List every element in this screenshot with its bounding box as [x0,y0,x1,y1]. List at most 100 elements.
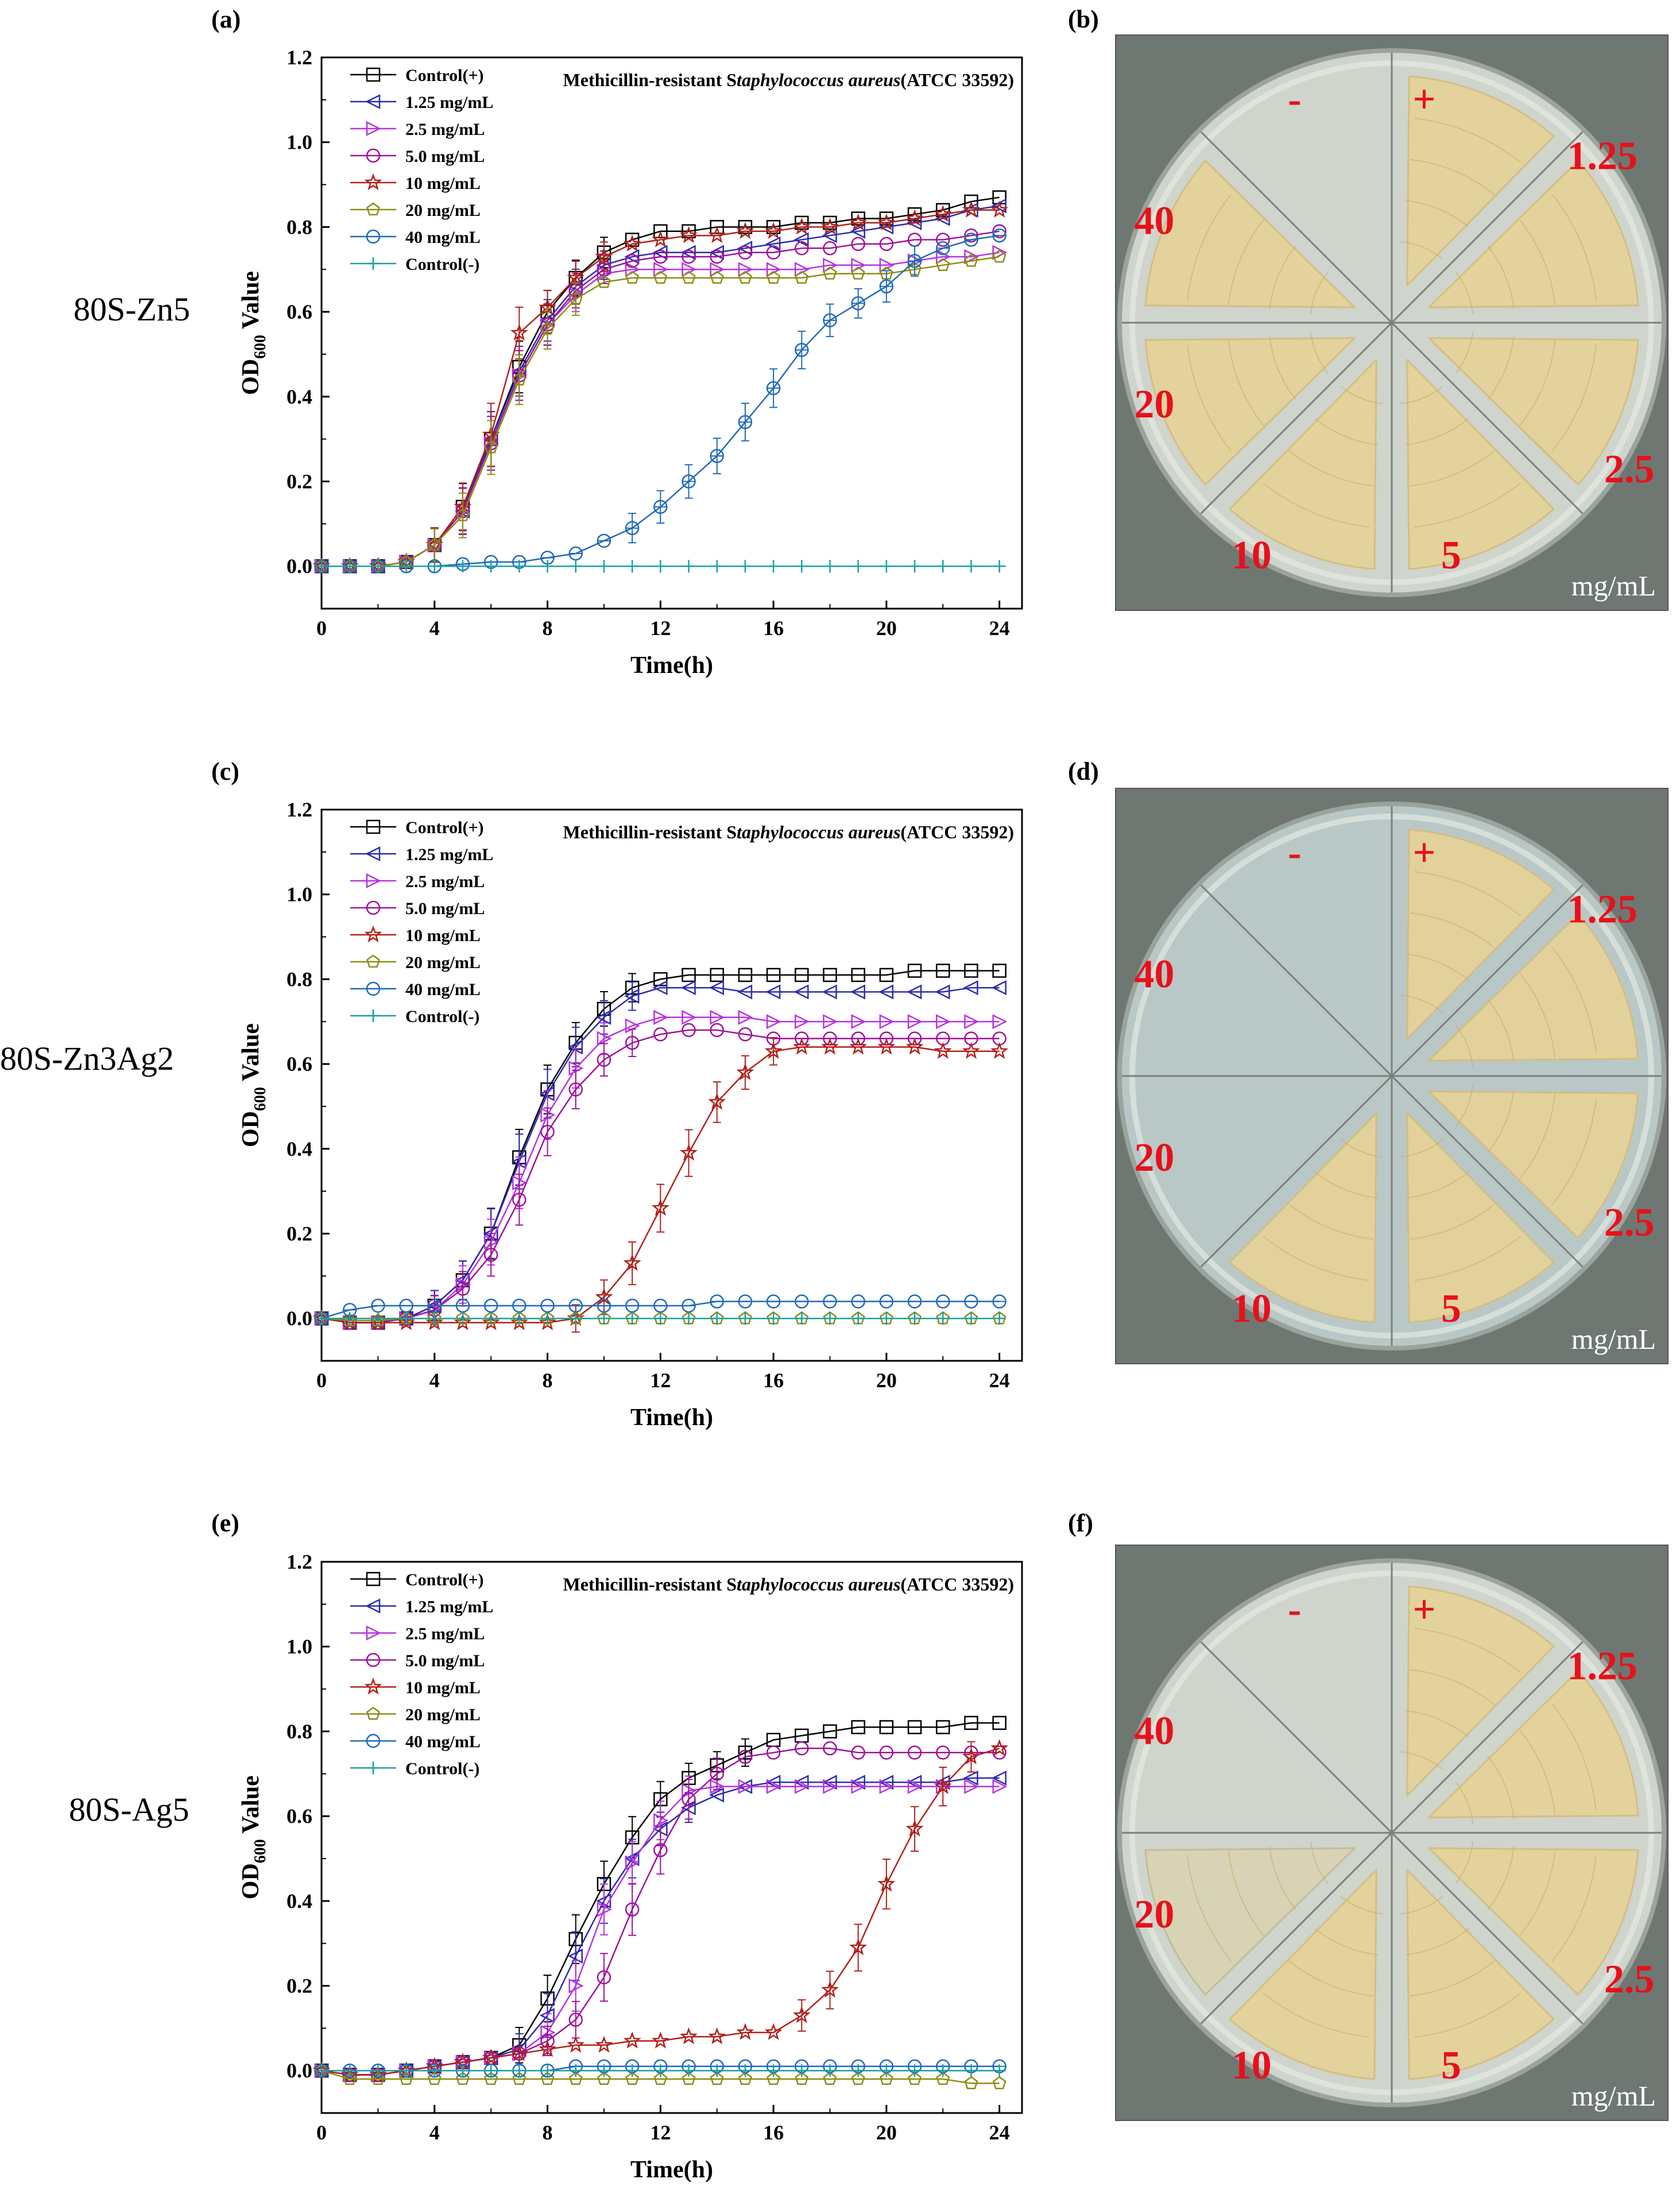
data-point [512,1298,527,1313]
x-tick-label: 16 [763,617,784,640]
data-point [907,1774,922,1790]
data-point [625,1902,640,1917]
x-axis-label: Time(h) [630,652,713,678]
plate-sector-label: 5 [1441,2044,1461,2088]
data-point [823,560,837,573]
data-point [990,200,1009,218]
data-point [343,2072,357,2085]
data-point [513,560,526,573]
legend-entry: 40 mg/mL [405,1732,481,1751]
data-point [568,1978,584,1994]
series-1-25-mg-ml [313,980,1007,1330]
legend-marker [364,173,382,191]
data-point [851,237,865,251]
data-point [399,1298,413,1313]
data-point [596,1009,611,1025]
growth-chart-zn5-svg: 0 4 8 12 16 20 24 0.0 0.2 0.4 0.6 0.8 1.0 1.2 Time(h) O… [238,46,1023,679]
data-point [992,2076,1007,2089]
colony-wrinkle [1414,118,1521,163]
colony-wrinkle [1455,1085,1474,1128]
data-point [710,2064,723,2077]
data-point [738,1746,753,1760]
series-40-mg-ml [314,228,1007,574]
colony-streak [1144,1847,1356,1996]
data-point [315,2064,328,2077]
data-point [936,1014,951,1030]
data-point [766,1746,781,1760]
data-point [371,1298,385,1313]
data-point [708,1093,726,1110]
data-point [597,2064,610,2077]
legend-entry: Control(+) [405,818,484,837]
data-point [821,218,839,235]
data-point [625,521,640,535]
data-point [964,233,978,247]
data-point [738,1027,753,1042]
colony-wrinkle [1551,345,1597,452]
data-point [908,2072,922,2085]
data-point [935,984,950,1000]
legend-entry: Control(+) [405,66,484,85]
data-point [964,1716,978,1730]
colony-wrinkle [1314,1928,1379,1956]
colony-wrinkle [1410,912,1495,949]
y-tick-label: 0.8 [287,215,312,238]
data-point [991,980,1007,996]
data-point [680,1143,698,1161]
data-point [625,254,640,268]
data-point [936,203,950,218]
data-point [878,984,894,1000]
data-point [878,219,894,235]
row-label-zn5: 80S-Zn5 [73,291,190,328]
data-point [400,1312,413,1325]
data-point [652,980,668,996]
x-tick-label: 8 [543,617,553,640]
data-point [766,245,781,260]
data-point [682,2072,696,2085]
data-point [654,560,667,573]
colony-streak [1428,1090,1639,1239]
data-point [738,270,752,284]
data-point [990,1042,1009,1059]
legend-entry: 1.25 mg/mL [405,1597,493,1616]
y-axis-label: OD600 Value [238,271,269,395]
data-point [651,2031,669,2049]
data-point [710,968,724,982]
data-point [710,1294,724,1309]
y-tick-label: 0.2 [287,1974,312,1997]
y-tick-label: 1.0 [287,131,312,154]
data-point [708,226,726,243]
data-point [682,262,697,277]
data-point [766,220,781,234]
legend-marker [366,148,381,163]
colony-wrinkle [1405,200,1469,227]
legend-entry: 2.5 mg/mL [405,1624,485,1643]
data-point [738,1009,753,1025]
data-point [682,224,696,239]
data-point [793,232,809,247]
data-point [936,1720,950,1735]
data-point [851,2064,865,2077]
data-point [823,215,837,230]
legend-entry: Control(-) [405,1759,479,1778]
legend-entry: 10 mg/mL [405,1678,481,1697]
colony-wrinkle [1314,1171,1379,1199]
colony-wrinkle [1455,331,1474,374]
data-point [710,270,724,284]
data-point [682,1298,696,1313]
y-tick-label: 1.2 [287,46,312,69]
colony-wrinkle [1487,999,1515,1063]
data-point [597,2072,611,2085]
data-point [879,279,894,294]
data-point [400,560,413,573]
data-point [541,2064,554,2077]
x-tick-label: 0 [316,1369,327,1392]
x-tick-label: 4 [429,617,440,640]
data-point [795,1031,809,1046]
series-line [321,1016,1000,1323]
chart-title: Methicillin-resistant Staphylococcus aur… [563,822,1014,842]
data-point [934,1042,952,1059]
series-40-mg-ml [314,1294,1007,1326]
legend-marker [366,121,381,137]
legend-entry: Control(+) [405,1570,484,1589]
